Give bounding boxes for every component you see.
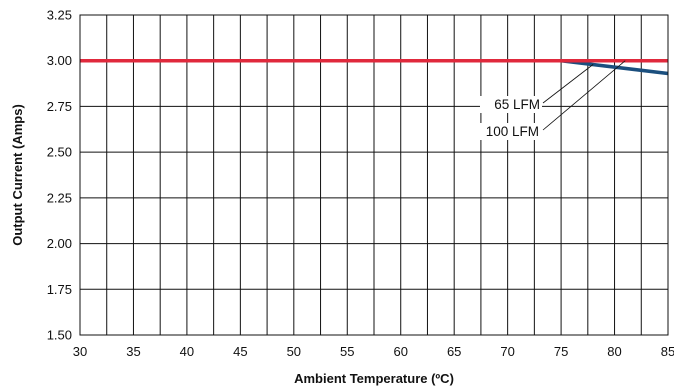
x-tick-label: 40 [180, 344, 194, 359]
series-lines [80, 58, 669, 76]
x-tick-label: 45 [233, 344, 247, 359]
y-tick-label: 1.50 [47, 328, 72, 343]
y-tick-label: 2.50 [47, 145, 72, 160]
tick-labels: 30 35 40 45 50 55 60 65 70 75 80 85 1.50 1.75 2.00 2.25… [47, 8, 674, 360]
x-tick-label: 85 [661, 344, 674, 359]
annotation-leader [542, 60, 626, 131]
annotations: 65 LFM 100 LFM [479, 60, 626, 140]
x-tick-label: 75 [554, 344, 568, 359]
x-tick-label: 65 [447, 344, 461, 359]
y-tick-label: 2.75 [47, 99, 72, 114]
x-tick-label: 55 [340, 344, 354, 359]
x-tick-label: 60 [393, 344, 407, 359]
annotation-background [480, 96, 542, 113]
annotation-background [479, 123, 541, 140]
annotation-label: 100 LFM [486, 124, 539, 139]
x-axis-title: Ambient Temperature (ºC) [294, 371, 454, 386]
x-tick-label: 50 [287, 344, 301, 359]
annotation-leader [542, 64, 594, 104]
y-tick-label: 1.75 [47, 282, 72, 297]
x-tick-label: 35 [126, 344, 140, 359]
y-tick-label: 3.00 [47, 53, 72, 68]
x-tick-label: 80 [607, 344, 621, 359]
y-tick-label: 2.25 [47, 190, 72, 205]
y-axis-title: Output Current (Amps) [10, 104, 25, 246]
y-tick-label: 2.00 [47, 236, 72, 251]
x-tick-label: 30 [73, 344, 87, 359]
x-tick-label: 70 [500, 344, 514, 359]
y-tick-label: 3.25 [47, 8, 72, 23]
plot-frame [79, 14, 669, 336]
annotation-label: 65 LFM [494, 97, 540, 112]
